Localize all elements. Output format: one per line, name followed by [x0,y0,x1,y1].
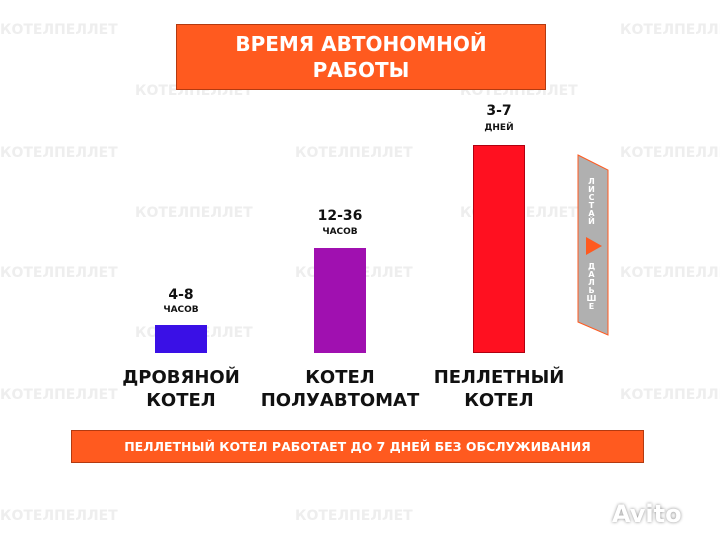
side-button[interactable] [570,150,615,345]
watermark: КОТЕЛПЕЛЛЕТ [0,508,118,524]
bar-label-line: КОТЕЛ [305,367,375,388]
title-box: ВРЕМЯ АВТОНОМНОЙ РАБОТЫ [176,24,546,90]
bar-label-line: ПЕЛЛЕТНЫЙ [433,367,565,388]
side-button-text[interactable]: ЛИСТАЙ [587,177,596,225]
watermark: КОТЕЛПЕЛЛЕТ [135,205,253,221]
bar-value: 4-8 [168,287,194,303]
bar [155,325,207,353]
bar-label-line: КОТЕЛ [464,390,534,411]
footer-banner: ПЕЛЛЕТНЫЙ КОТЕЛ РАБОТАЕТ ДО 7 ДНЕЙ БЕЗ О… [71,430,644,463]
bar-unit: ДНЕЙ [484,123,514,133]
bar-label: ДРОВЯНОЙ КОТЕЛ [91,366,271,412]
side-button-text[interactable]: ДАЛЬШЕ [587,262,596,310]
logo: Avito [612,500,682,528]
title-line: РАБОТЫ [312,58,410,82]
bar-label-line: ПОЛУАВТОМАТ [260,390,420,411]
watermark: КОТЕЛПЕЛЛЕТ [620,22,720,38]
watermark: КОТЕЛПЕЛЛЕТ [620,387,720,403]
watermark: КОТЕЛПЕЛЛЕТ [620,145,720,161]
bar [473,145,525,353]
bar-unit: ЧАСОВ [322,227,358,237]
watermark: КОТЕЛПЕЛЛЕТ [0,145,118,161]
bar-unit: ЧАСОВ [163,305,199,315]
watermark: КОТЕЛПЕЛЛЕТ [295,145,413,161]
watermark: КОТЕЛПЕЛЛЕТ [620,265,720,281]
bar-label: ПЕЛЛЕТНЫЙ КОТЕЛ [409,366,589,412]
bar [314,248,366,353]
watermark: КОТЕЛПЕЛЛЕТ [0,265,118,281]
watermark: КОТЕЛПЕЛЛЕТ [0,387,118,403]
bar-label-line: ДРОВЯНОЙ [122,367,240,388]
bar-value: 12-36 [317,208,363,224]
title-line: ВРЕМЯ АВТОНОМНОЙ [235,32,487,56]
bar-value: 3-7 [486,103,512,119]
bar-label-line: КОТЕЛ [146,390,216,411]
watermark: КОТЕЛПЕЛЛЕТ [295,508,413,524]
watermark: КОТЕЛПЕЛЛЕТ [0,22,118,38]
bar-label: КОТЕЛ ПОЛУАВТОМАТ [250,366,430,412]
